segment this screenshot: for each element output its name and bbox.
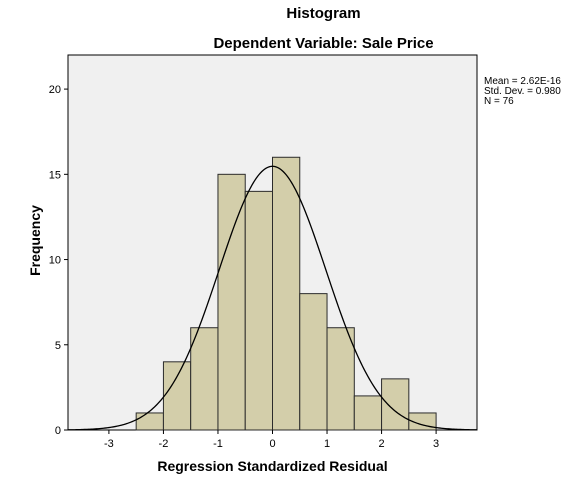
x-tick-label: 1 (324, 438, 330, 450)
x-tick-label: 3 (433, 438, 439, 450)
y-tick-label: 15 (49, 169, 61, 181)
histogram-bar (272, 156, 301, 431)
x-tick-label: 0 (269, 438, 275, 450)
x-tick-label: 2 (379, 438, 385, 450)
y-axis-label: Frequency (27, 205, 43, 276)
histogram-bar (217, 173, 246, 431)
bars-layer (135, 156, 437, 431)
histogram-bar (381, 378, 410, 431)
x-tick-label: -1 (213, 438, 223, 450)
y-tick-label: 5 (55, 340, 61, 352)
histogram-bar (244, 190, 274, 431)
normal-curve (67, 165, 478, 431)
chart-subtitle: Dependent Variable: Sale Price (213, 35, 434, 52)
y-tick-label: 10 (49, 255, 61, 267)
stats-mean: Mean = 2.62E-16 (484, 76, 561, 87)
chart-title: Histogram (286, 5, 361, 22)
histogram-bar (353, 395, 383, 431)
histogram-bar (326, 327, 355, 431)
axes-layer: -3 -2 -1 0 1 2 3 0 5 10 15 20 (49, 84, 439, 450)
histogram-bar (190, 327, 219, 431)
stats-std-dev: Std. Dev. = 0.980 (484, 86, 561, 97)
histogram-bar (162, 361, 192, 431)
stats-n: N = 76 (484, 96, 514, 107)
histogram-bar (135, 412, 164, 431)
y-tick-label: 20 (49, 84, 61, 96)
histogram-bar (299, 293, 328, 431)
histogram-bar (408, 412, 437, 431)
x-axis-label: Regression Standardized Residual (157, 458, 387, 474)
stats-box: Mean = 2.62E-16 Std. Dev. = 0.980 N = 76 (484, 77, 561, 107)
x-tick-label: -3 (104, 438, 114, 450)
x-tick-label: -2 (159, 438, 169, 450)
y-tick-label: 0 (55, 425, 61, 437)
